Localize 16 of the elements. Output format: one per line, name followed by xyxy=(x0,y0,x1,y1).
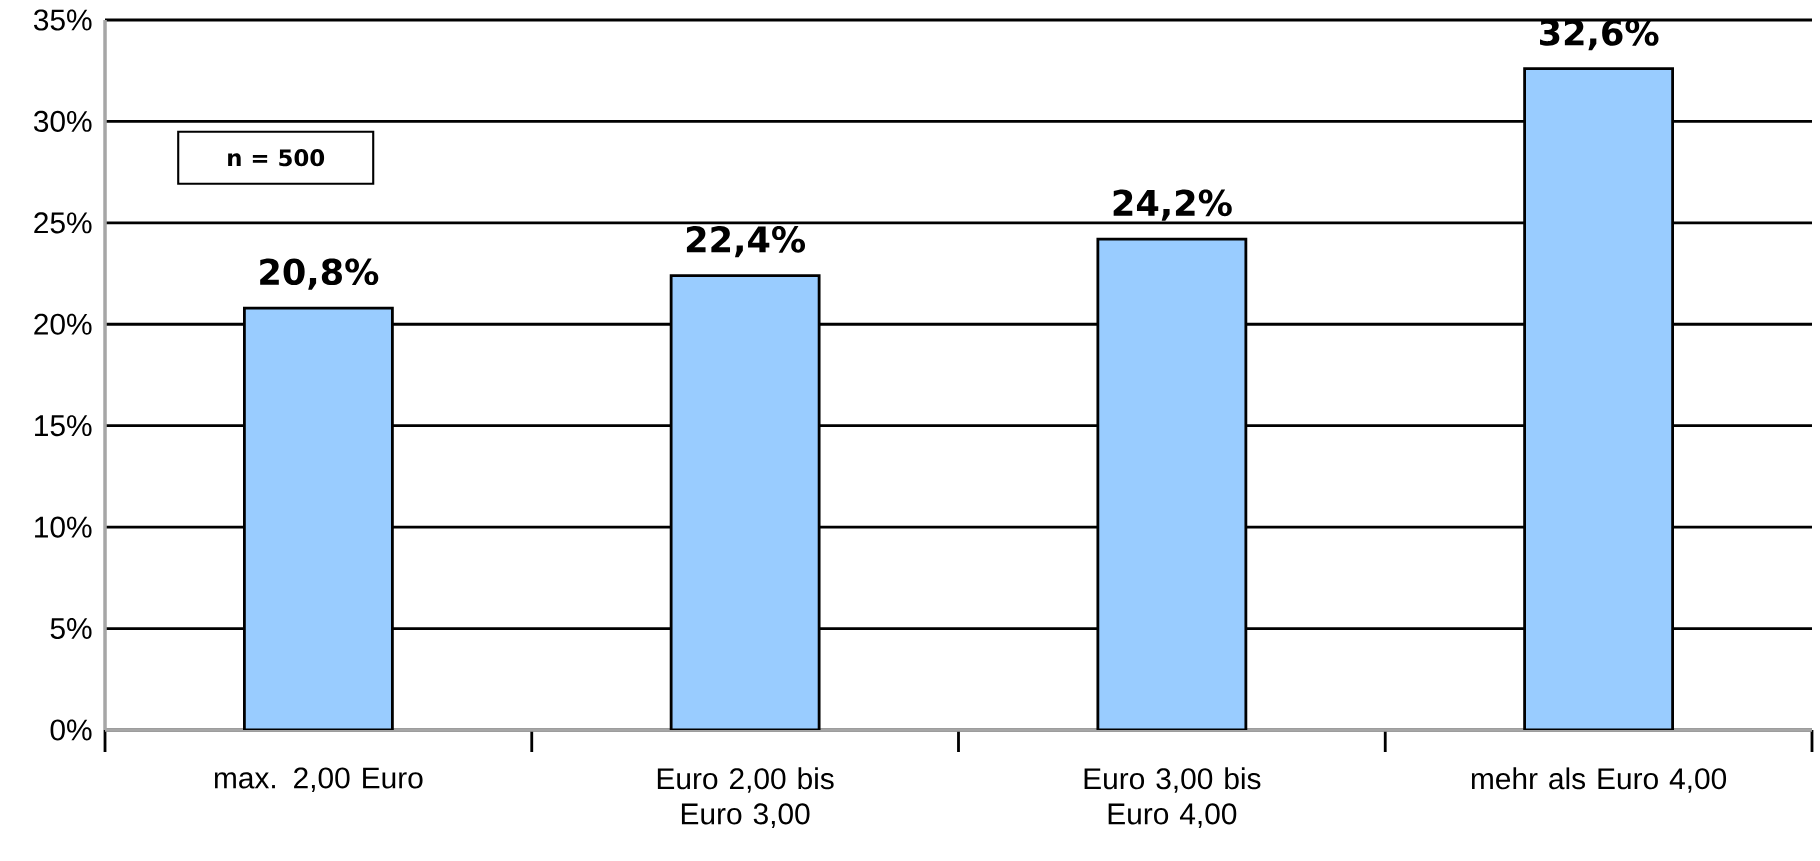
data-label: 20,8% xyxy=(260,258,379,290)
y-tick-label: 25% xyxy=(34,212,92,234)
annotation: n = 500 xyxy=(228,149,325,167)
y-tick-label: 20% xyxy=(34,313,92,335)
x-tick-label: Euro 3,00 bis Euro 4,00 xyxy=(1084,767,1261,828)
y-tick-label: 15% xyxy=(35,415,92,437)
x-tick-label: max. 2,00 Euro xyxy=(214,767,423,793)
x-tick-label: Euro 2,00 bis Euro 3,00 xyxy=(657,767,834,828)
y-tick-label: 35% xyxy=(33,9,92,31)
data-label: 24,2% xyxy=(1113,189,1232,221)
y-tick-label: 5% xyxy=(50,618,92,640)
x-tick-label: mehr als Euro 4,00 xyxy=(1471,767,1727,793)
y-tick-label: 30% xyxy=(33,110,92,132)
y-tick-label: 0% xyxy=(50,719,92,741)
data-label: 22,4% xyxy=(686,226,806,258)
y-tick-label: 10% xyxy=(35,516,92,538)
